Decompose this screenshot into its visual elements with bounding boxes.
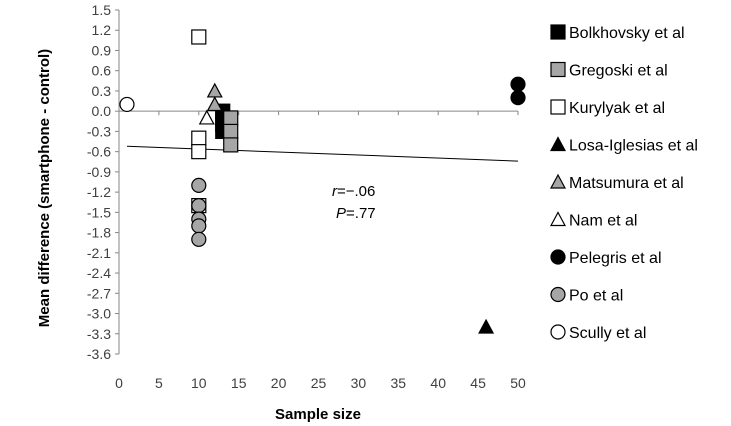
legend-item: Po et al bbox=[550, 286, 623, 305]
legend-label: Bolkhovsky et al bbox=[569, 25, 685, 42]
data-point bbox=[223, 137, 239, 153]
data-point bbox=[223, 110, 239, 126]
legend-marker bbox=[549, 211, 567, 227]
series-group bbox=[223, 110, 239, 153]
legend-label: Po et al bbox=[569, 288, 623, 305]
x-tick-label: 40 bbox=[430, 375, 446, 391]
y-tick-label: -3.6 bbox=[87, 346, 111, 362]
r-value: =−.06 bbox=[337, 183, 375, 200]
data-point bbox=[191, 198, 207, 214]
legend-label: Nam et al bbox=[569, 213, 637, 230]
legend-item: Kurylyak et al bbox=[550, 99, 665, 117]
series-group bbox=[206, 82, 223, 112]
series-group bbox=[119, 96, 135, 113]
y-tick-label: -3.3 bbox=[87, 326, 111, 342]
data-points bbox=[119, 29, 526, 334]
data-point bbox=[206, 82, 223, 98]
data-point bbox=[191, 177, 207, 193]
legend-marker bbox=[550, 286, 566, 303]
p-annotation: P=.77 bbox=[336, 205, 376, 222]
x-tick-label: 10 bbox=[191, 375, 207, 391]
r-symbol: r bbox=[332, 183, 338, 200]
series-group bbox=[478, 318, 495, 334]
y-tick-label: -0.9 bbox=[87, 164, 111, 180]
y-tick-label: 1.2 bbox=[92, 22, 112, 38]
data-point bbox=[191, 218, 207, 234]
y-axis-ticks: 1.5 1.2 0.9 0.6 0.3 0.0 -0.3 -0.6 -0.9 -1.2 -1.5 -1… bbox=[87, 2, 119, 362]
legend-marker bbox=[550, 24, 566, 40]
legend-item: Pelegris et al bbox=[550, 249, 662, 267]
y-tick-label: -2.4 bbox=[87, 265, 111, 281]
p-value: =.77 bbox=[346, 205, 376, 222]
x-axis-title: Sample size bbox=[275, 406, 361, 423]
series-group bbox=[198, 109, 215, 125]
series-group bbox=[191, 177, 207, 247]
y-tick-label: 0.9 bbox=[92, 42, 112, 58]
legend-item: Scully et al bbox=[550, 324, 646, 342]
data-point bbox=[510, 90, 526, 106]
legend-marker bbox=[549, 136, 567, 152]
legend-item: Gregoski et al bbox=[550, 61, 668, 80]
data-point bbox=[191, 144, 207, 160]
legend-label: Losa-Iglesias et al bbox=[569, 138, 698, 155]
series-group bbox=[510, 76, 526, 106]
y-tick-label: 0.6 bbox=[92, 63, 112, 79]
y-tick-label: -0.6 bbox=[87, 144, 111, 160]
legend-item: Nam et al bbox=[549, 211, 637, 230]
y-tick-label: -1.5 bbox=[87, 204, 111, 220]
legend-marker bbox=[550, 61, 566, 78]
data-point bbox=[198, 109, 215, 125]
data-point bbox=[510, 76, 526, 92]
x-tick-label: 35 bbox=[391, 375, 407, 391]
x-tick-label: 45 bbox=[470, 375, 486, 391]
legend-item: Matsumura et al bbox=[549, 173, 684, 192]
legend: Bolkhovsky et al Gregoski et al Kurylyak e… bbox=[549, 24, 698, 342]
x-tick-label: 0 bbox=[115, 375, 123, 391]
x-tick-label: 20 bbox=[271, 375, 287, 391]
legend-label: Matsumura et al bbox=[569, 175, 684, 192]
y-tick-label: -0.3 bbox=[87, 123, 111, 139]
y-tick-label: -1.2 bbox=[87, 184, 111, 200]
trend-line bbox=[126, 145, 519, 162]
y-tick-label: -3.0 bbox=[87, 306, 111, 322]
legend-label: Pelegris et al bbox=[569, 250, 662, 267]
y-tick-label: 0.3 bbox=[92, 83, 112, 99]
y-tick-label: 0.0 bbox=[92, 103, 112, 119]
data-point bbox=[478, 318, 495, 334]
legend-item: Losa-Iglesias et al bbox=[549, 136, 698, 155]
legend-label: Gregoski et al bbox=[569, 63, 668, 80]
legend-item: Bolkhovsky et al bbox=[550, 24, 685, 42]
data-point bbox=[191, 231, 207, 247]
r-annotation: r=−.06 bbox=[332, 183, 375, 200]
y-tick-label: -1.8 bbox=[87, 225, 111, 241]
legend-marker bbox=[550, 99, 566, 115]
y-tick-label: 1.5 bbox=[92, 2, 112, 18]
y-tick-label: -2.1 bbox=[87, 245, 111, 261]
data-point bbox=[223, 123, 239, 140]
y-axis-title: Mean difference (smartphone - control) bbox=[36, 49, 53, 327]
x-tick-label: 30 bbox=[351, 375, 367, 391]
x-tick-label: 25 bbox=[311, 375, 327, 391]
data-point bbox=[119, 96, 135, 113]
data-point bbox=[206, 96, 223, 112]
p-symbol: P bbox=[336, 205, 346, 222]
legend-marker bbox=[549, 173, 567, 189]
legend-marker bbox=[550, 324, 566, 340]
x-axis-ticks: 0 5 10 15 20 25 30 35 40 45 50 bbox=[115, 111, 526, 391]
legend-label: Kurylyak et al bbox=[569, 100, 665, 117]
y-tick-label: -2.7 bbox=[87, 285, 111, 301]
data-point bbox=[191, 130, 207, 146]
x-tick-label: 15 bbox=[231, 375, 247, 391]
x-tick-label: 5 bbox=[155, 375, 163, 391]
x-tick-label: 50 bbox=[510, 375, 526, 391]
data-point bbox=[191, 29, 207, 45]
legend-marker bbox=[550, 249, 566, 265]
legend-label: Scully et al bbox=[569, 325, 646, 342]
